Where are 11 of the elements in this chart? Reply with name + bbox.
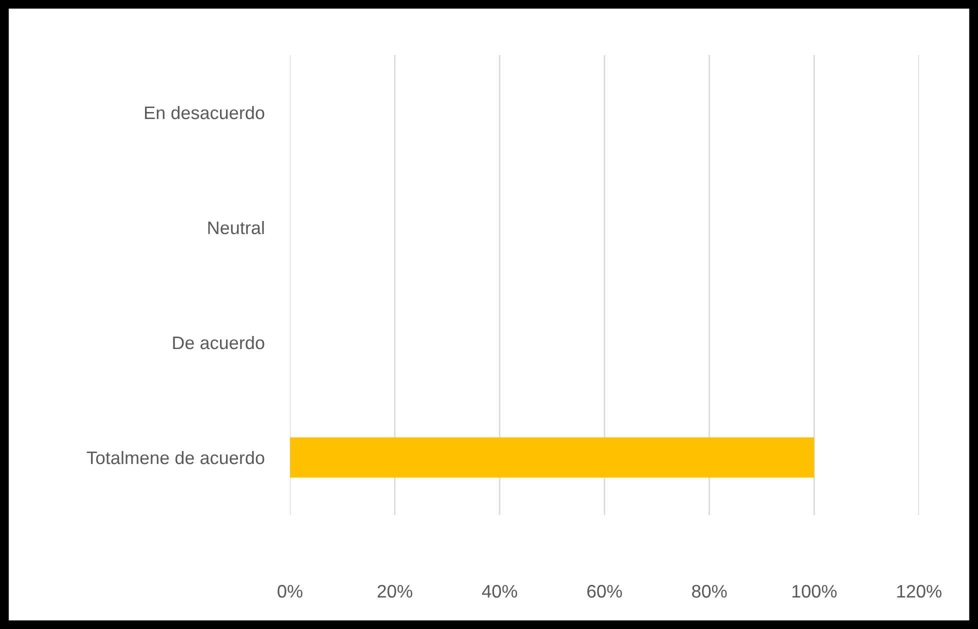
x-tick-label: 0% — [278, 584, 302, 598]
x-tick-label: 20% — [378, 584, 412, 598]
x-tick-label: 40% — [482, 584, 518, 598]
x-tick-label: 120% — [897, 584, 942, 598]
x-tick-label: 80% — [692, 584, 727, 598]
y-tick-label: Totalmene de acuerdo — [86, 450, 264, 464]
y-tick-label: Neutral — [208, 220, 264, 234]
x-tick-label: 100% — [792, 584, 837, 598]
y-tick-label: De acuerdo — [173, 336, 264, 350]
y-tick-label: En desacuerdo — [145, 106, 264, 120]
x-tick-label: 60% — [587, 584, 622, 598]
